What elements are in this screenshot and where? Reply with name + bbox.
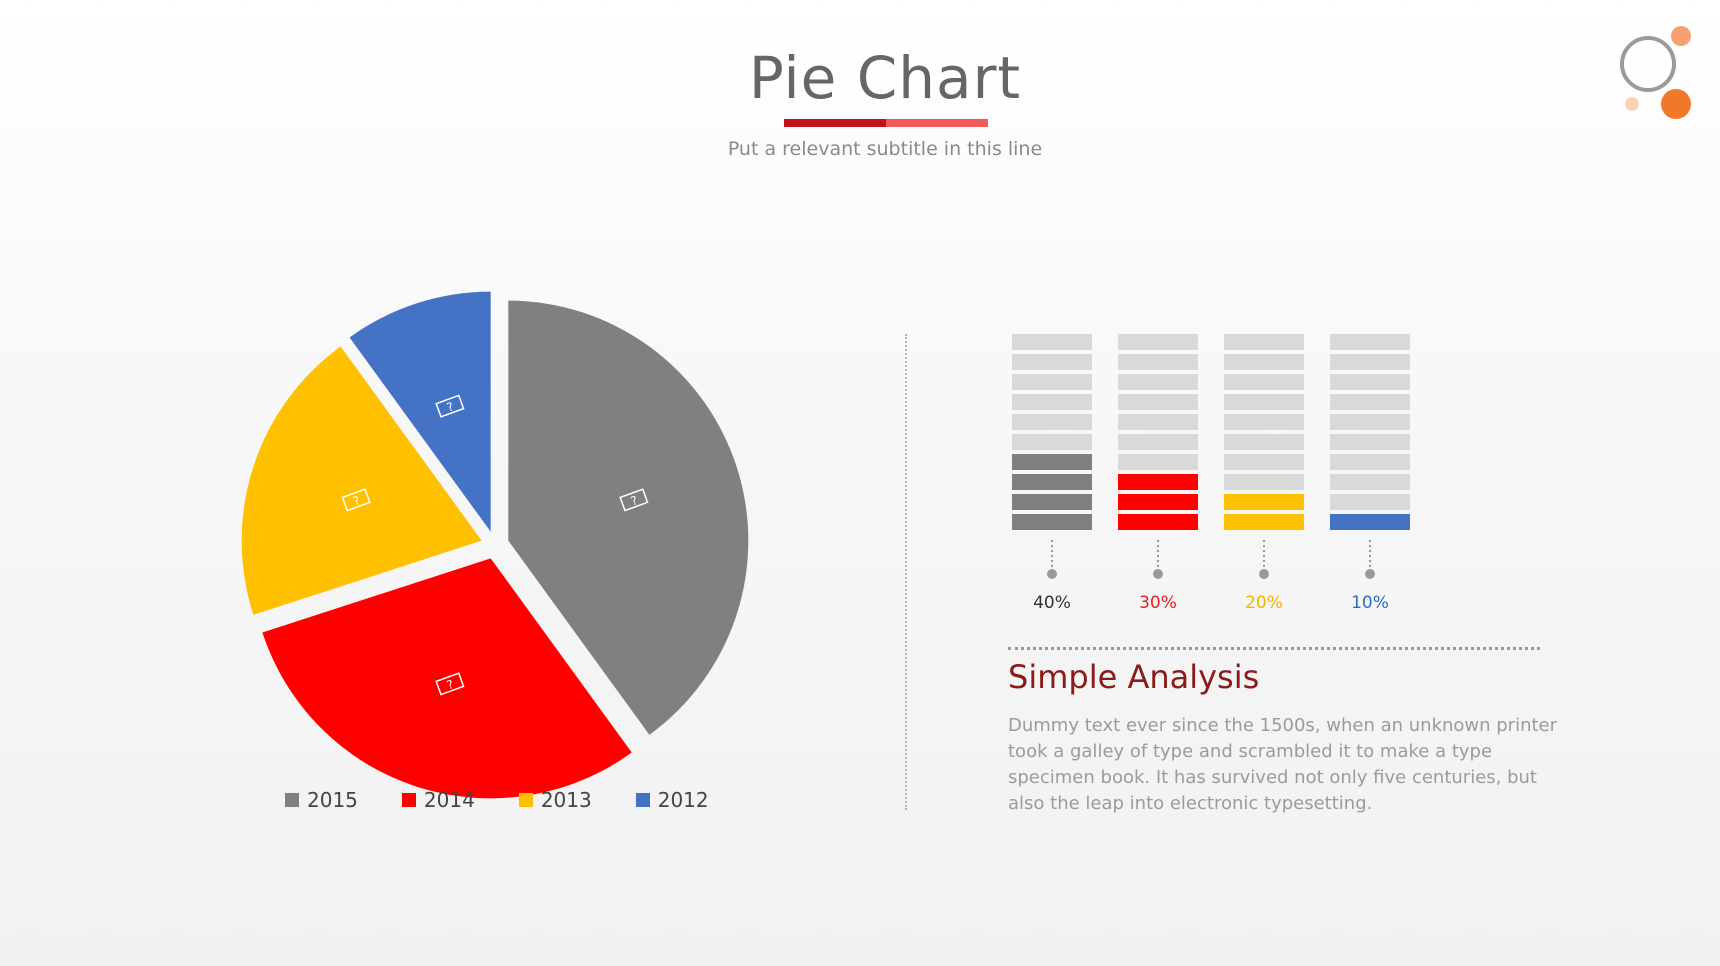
legend-label: 2012 — [657, 788, 709, 812]
legend-swatch — [635, 793, 650, 807]
bar-segment-filled — [1012, 514, 1092, 530]
placeholder-icon: ? — [435, 672, 465, 696]
bar-segment-filled — [1224, 494, 1304, 510]
bar-segment-empty — [1224, 414, 1304, 430]
bar-segment-empty — [1012, 354, 1092, 370]
pie-slice-2013 — [241, 346, 482, 615]
page-subtitle: Put a relevant subtitle in this line — [727, 138, 1043, 160]
bar-segment-empty — [1012, 414, 1092, 430]
placeholder-icon: ? — [341, 488, 371, 512]
bar-connector-dot — [1365, 569, 1375, 579]
bar-connector-dot — [1259, 569, 1269, 579]
bar-value-label: 30% — [1139, 593, 1177, 613]
page-title: Pie Chart — [748, 44, 1022, 112]
legend-swatch — [518, 793, 533, 807]
bar-segment-filled — [1118, 474, 1198, 490]
legend-label: 2015 — [307, 788, 358, 812]
bar-segment-empty — [1118, 334, 1198, 350]
svg-text:?: ? — [445, 399, 456, 414]
placeholder-icon: ? — [435, 394, 465, 418]
pie-legend: 2015 2014 2013 2012 — [285, 788, 753, 812]
bar-segment-empty — [1012, 394, 1092, 410]
bar-segment-empty — [1224, 374, 1304, 390]
pie-slice-2012 — [349, 291, 491, 532]
svg-text:?: ? — [629, 493, 640, 508]
placeholder-icon: ? — [619, 488, 649, 512]
analysis-body: Dummy text ever since the 1500s, when an… — [1008, 715, 1558, 814]
bar-segment-empty — [1012, 334, 1092, 350]
bar-segment-empty — [1224, 434, 1304, 450]
legend-swatch — [285, 793, 299, 807]
bar-segment-filled — [1012, 454, 1092, 470]
bar-segment-empty — [1330, 374, 1410, 390]
bar-segment-empty — [1118, 454, 1198, 470]
bar-segment-empty — [1224, 354, 1304, 370]
bar-segment-empty — [1118, 434, 1198, 450]
bar-segment-empty — [1118, 394, 1198, 410]
bar-segment-empty — [1224, 394, 1304, 410]
circles-logo-icon — [1620, 26, 1691, 119]
bar-segment-empty — [1330, 494, 1410, 510]
bar-value-label: 40% — [1033, 593, 1071, 613]
bar-segment-empty — [1012, 374, 1092, 390]
legend-label: 2014 — [423, 788, 475, 812]
bar-connector-dot — [1153, 569, 1163, 579]
bar-value-label: 10% — [1351, 593, 1389, 613]
bar-segment-empty — [1224, 454, 1304, 470]
title-underline-dark — [784, 119, 886, 127]
bar-segment-empty — [1330, 454, 1410, 470]
bar-segment-filled — [1118, 494, 1198, 510]
bar-segment-empty — [1330, 394, 1410, 410]
bar-segment-empty — [1330, 474, 1410, 490]
bar-segment-filled — [1224, 514, 1304, 530]
bar-segment-empty — [1118, 354, 1198, 370]
legend-item-2013: 2013 — [518, 788, 592, 812]
legend-item-2012: 2012 — [635, 788, 709, 812]
bar-segment-filled — [1012, 474, 1092, 490]
bar-segment-empty — [1330, 334, 1410, 350]
bar-segment-empty — [1118, 374, 1198, 390]
legend-item-2015: 2015 — [285, 788, 358, 812]
bar-segment-filled — [1118, 514, 1198, 530]
bar-connector-dot — [1047, 569, 1057, 579]
horizontal-divider — [1008, 647, 1540, 650]
bar-segment-empty — [1224, 334, 1304, 350]
svg-text:?: ? — [445, 677, 456, 692]
legend-item-2014: 2014 — [401, 788, 475, 812]
bar-segment-filled — [1330, 514, 1410, 530]
legend-label: 2013 — [540, 788, 592, 812]
bar-segment-empty — [1330, 354, 1410, 370]
pie-slice-2014 — [262, 558, 632, 799]
bar-segment-empty — [1224, 474, 1304, 490]
title-underline-light — [886, 119, 988, 127]
svg-text:?: ? — [351, 493, 362, 508]
bar-segment-empty — [1330, 434, 1410, 450]
analysis-title: Simple Analysis — [1008, 658, 1260, 696]
bar-segment-empty — [1118, 414, 1198, 430]
legend-swatch — [401, 793, 416, 807]
bar-segment-empty — [1012, 434, 1092, 450]
pie-slice-2015 — [508, 300, 749, 735]
bar-value-label: 20% — [1245, 593, 1283, 613]
bar-segment-empty — [1330, 414, 1410, 430]
bar-segment-filled — [1012, 494, 1092, 510]
vertical-divider — [905, 334, 907, 810]
